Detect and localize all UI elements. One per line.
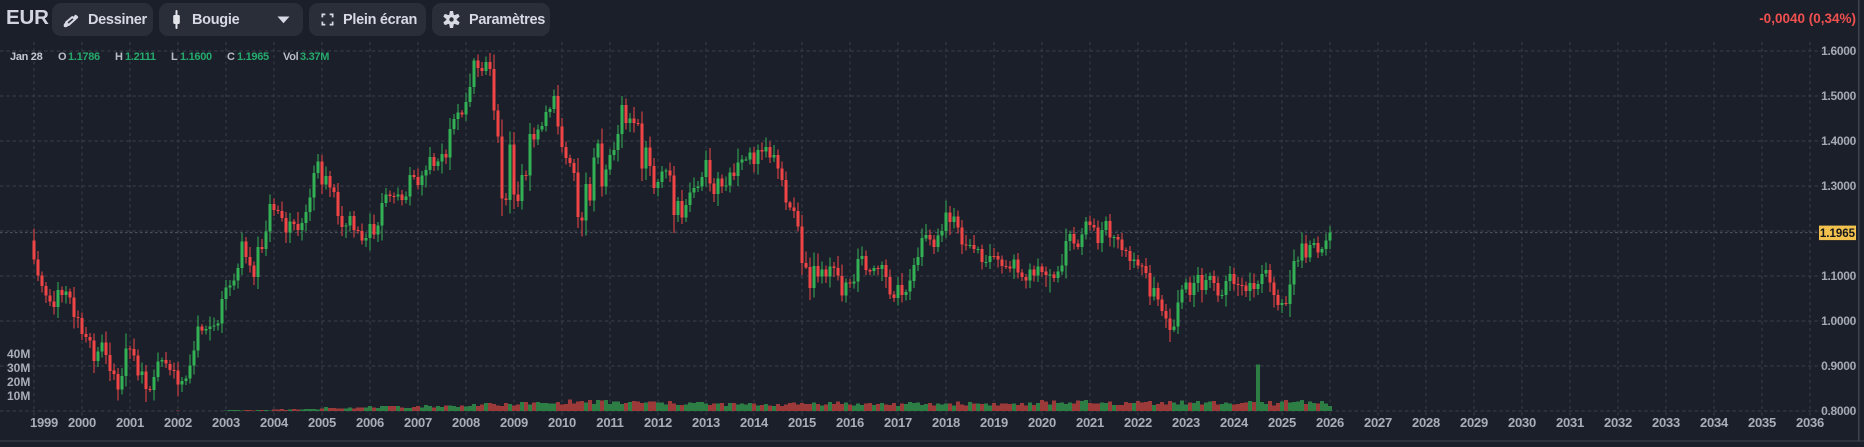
svg-text:10M: 10M bbox=[7, 389, 30, 403]
svg-text:2022: 2022 bbox=[1124, 415, 1152, 430]
svg-text:2015: 2015 bbox=[788, 415, 816, 430]
svg-text:2025: 2025 bbox=[1268, 415, 1296, 430]
svg-text:30M: 30M bbox=[7, 361, 30, 375]
svg-text:2031: 2031 bbox=[1556, 415, 1584, 430]
svg-text:1.1965: 1.1965 bbox=[1820, 228, 1856, 240]
svg-text:2028: 2028 bbox=[1412, 415, 1440, 430]
svg-text:40M: 40M bbox=[7, 347, 30, 361]
svg-text:2017: 2017 bbox=[884, 415, 912, 430]
svg-text:2026: 2026 bbox=[1316, 415, 1344, 430]
svg-text:2013: 2013 bbox=[692, 415, 720, 430]
svg-text:2003: 2003 bbox=[212, 415, 240, 430]
svg-text:2005: 2005 bbox=[308, 415, 336, 430]
svg-text:1.5000: 1.5000 bbox=[1821, 89, 1857, 103]
svg-text:1.0000: 1.0000 bbox=[1821, 314, 1857, 328]
svg-text:2006: 2006 bbox=[356, 415, 384, 430]
svg-text:2012: 2012 bbox=[644, 415, 672, 430]
svg-text:2011: 2011 bbox=[596, 415, 623, 430]
svg-text:2033: 2033 bbox=[1652, 415, 1680, 430]
svg-text:20M: 20M bbox=[7, 375, 30, 389]
svg-text:2020: 2020 bbox=[1028, 415, 1056, 430]
svg-text:2032: 2032 bbox=[1604, 415, 1632, 430]
svg-text:2002: 2002 bbox=[164, 415, 192, 430]
svg-text:1.3000: 1.3000 bbox=[1821, 179, 1857, 193]
svg-text:1.6000: 1.6000 bbox=[1821, 44, 1857, 58]
svg-text:2019: 2019 bbox=[980, 415, 1008, 430]
svg-text:2036: 2036 bbox=[1796, 415, 1824, 430]
svg-text:2024: 2024 bbox=[1220, 415, 1249, 430]
svg-text:1999: 1999 bbox=[30, 415, 58, 430]
svg-text:0.9000: 0.9000 bbox=[1821, 359, 1857, 373]
svg-text:2030: 2030 bbox=[1508, 415, 1536, 430]
svg-text:2023: 2023 bbox=[1172, 415, 1200, 430]
svg-text:1.1000: 1.1000 bbox=[1821, 269, 1857, 283]
svg-text:2016: 2016 bbox=[836, 415, 864, 430]
svg-text:2008: 2008 bbox=[452, 415, 480, 430]
svg-text:2001: 2001 bbox=[116, 415, 144, 430]
svg-text:2029: 2029 bbox=[1460, 415, 1488, 430]
svg-text:1.4000: 1.4000 bbox=[1821, 134, 1857, 148]
svg-text:2010: 2010 bbox=[548, 415, 576, 430]
svg-text:2014: 2014 bbox=[740, 415, 769, 430]
svg-text:2018: 2018 bbox=[932, 415, 960, 430]
svg-text:2009: 2009 bbox=[500, 415, 528, 430]
svg-text:2034: 2034 bbox=[1700, 415, 1729, 430]
svg-text:2000: 2000 bbox=[68, 415, 96, 430]
svg-text:0.8000: 0.8000 bbox=[1821, 404, 1857, 418]
svg-text:2035: 2035 bbox=[1748, 415, 1776, 430]
svg-text:2027: 2027 bbox=[1364, 415, 1392, 430]
svg-text:2007: 2007 bbox=[404, 415, 432, 430]
svg-text:2004: 2004 bbox=[260, 415, 289, 430]
svg-text:2021: 2021 bbox=[1076, 415, 1104, 430]
